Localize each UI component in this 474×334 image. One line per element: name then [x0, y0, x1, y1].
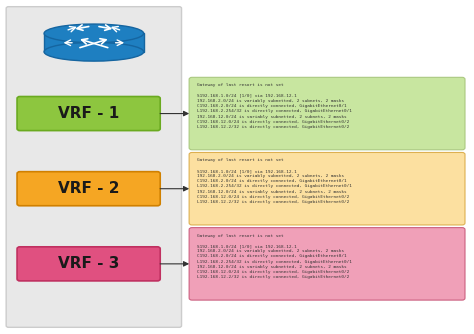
FancyBboxPatch shape	[17, 172, 160, 206]
Text: VRF - 2: VRF - 2	[58, 181, 119, 196]
FancyBboxPatch shape	[189, 77, 465, 150]
FancyBboxPatch shape	[44, 33, 144, 52]
FancyBboxPatch shape	[6, 7, 182, 327]
FancyBboxPatch shape	[17, 247, 160, 281]
Text: Gateway of last resort is not set

S192.168.1.0/24 [1/0] via 192.168.12.1
192.16: Gateway of last resort is not set S192.1…	[197, 84, 352, 129]
Ellipse shape	[44, 42, 144, 61]
FancyBboxPatch shape	[189, 152, 465, 225]
Ellipse shape	[44, 24, 144, 43]
Text: Gateway of last resort is not set

S192.168.1.0/24 [1/0] via 192.168.12.1
192.16: Gateway of last resort is not set S192.1…	[197, 234, 352, 279]
FancyBboxPatch shape	[17, 97, 160, 131]
Text: VRF - 3: VRF - 3	[58, 257, 119, 271]
Text: VRF - 1: VRF - 1	[58, 106, 119, 121]
FancyBboxPatch shape	[189, 228, 465, 300]
Text: Gateway of last resort is not set

S192.168.1.0/24 [1/0] via 192.168.12.1
192.16: Gateway of last resort is not set S192.1…	[197, 159, 352, 204]
